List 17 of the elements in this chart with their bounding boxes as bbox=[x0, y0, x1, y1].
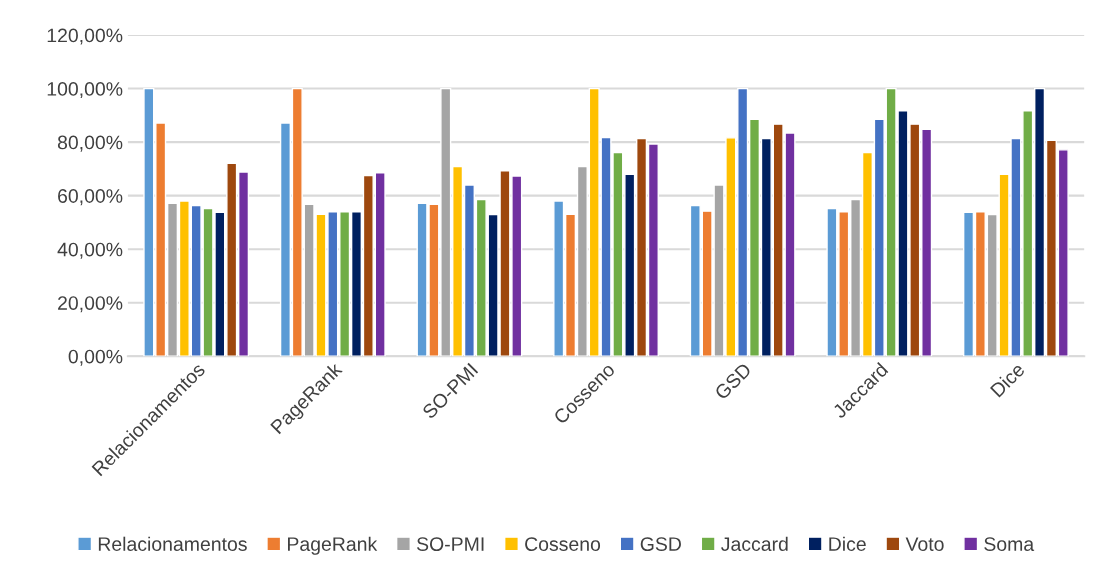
y-tick-label: 20,00% bbox=[58, 296, 123, 313]
y-tick-label: 60,00% bbox=[58, 189, 123, 206]
legend-label: Voto bbox=[905, 537, 944, 551]
y-tick-label: 100,00% bbox=[47, 82, 123, 99]
x-tick-label: Dice bbox=[989, 361, 1026, 398]
legend-label: Dice bbox=[829, 536, 866, 551]
y-tick-label: 80,00% bbox=[57, 135, 123, 152]
legend-label: SO-PMI bbox=[416, 537, 484, 551]
y-tick-label: 120,00% bbox=[47, 28, 123, 45]
y-tick-label: 0,00% bbox=[68, 349, 123, 366]
legend-label: Cosseno bbox=[525, 537, 601, 551]
legend-label: Relacionamentos bbox=[98, 536, 247, 551]
legend-label: Jaccard bbox=[721, 536, 788, 551]
y-tick-label: 40,00% bbox=[57, 242, 123, 259]
legend-label: PageRank bbox=[288, 536, 378, 555]
legend-label: GSD bbox=[640, 537, 681, 551]
legend-label: Soma bbox=[984, 537, 1035, 551]
